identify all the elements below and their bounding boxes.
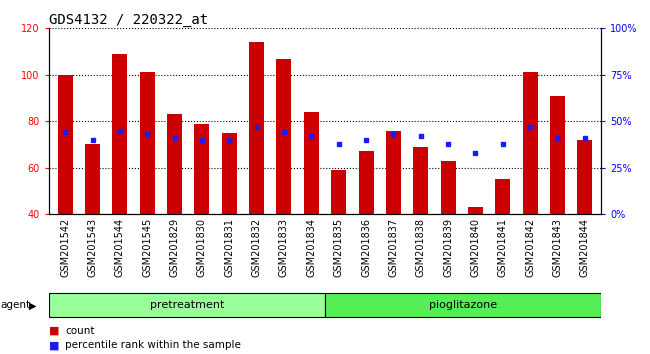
Text: GSM201842: GSM201842: [525, 218, 535, 277]
Text: GSM201841: GSM201841: [498, 218, 508, 277]
Text: GSM201836: GSM201836: [361, 218, 371, 277]
Bar: [495, 179, 510, 214]
Text: GSM201833: GSM201833: [279, 218, 289, 277]
Bar: [331, 170, 346, 214]
Bar: [359, 152, 374, 214]
Bar: [413, 147, 428, 214]
Bar: [304, 112, 319, 214]
Text: GSM201542: GSM201542: [60, 218, 70, 277]
Bar: [140, 73, 155, 214]
Bar: [167, 114, 182, 214]
Text: count: count: [65, 326, 94, 336]
Text: GSM201843: GSM201843: [552, 218, 562, 277]
Text: ▶: ▶: [29, 300, 36, 310]
Text: GSM201837: GSM201837: [389, 218, 398, 277]
Bar: [194, 124, 209, 214]
Text: pretreatment: pretreatment: [150, 300, 224, 310]
Bar: [276, 58, 291, 214]
Text: GSM201544: GSM201544: [115, 218, 125, 277]
Text: GSM201830: GSM201830: [197, 218, 207, 277]
Bar: [577, 140, 592, 214]
Text: ■: ■: [49, 340, 59, 350]
Text: GSM201545: GSM201545: [142, 218, 152, 277]
Bar: [85, 144, 100, 214]
Bar: [386, 131, 401, 214]
Bar: [58, 75, 73, 214]
Bar: [222, 133, 237, 214]
Bar: [112, 54, 127, 214]
Text: GSM201543: GSM201543: [88, 218, 97, 277]
Bar: [523, 73, 538, 214]
Text: ■: ■: [49, 326, 59, 336]
Text: GSM201832: GSM201832: [252, 218, 261, 277]
Bar: [249, 42, 264, 214]
Text: GSM201844: GSM201844: [580, 218, 590, 277]
Text: GSM201829: GSM201829: [170, 218, 179, 277]
Text: pioglitazone: pioglitazone: [429, 300, 497, 310]
Text: agent: agent: [1, 300, 31, 310]
Text: GSM201835: GSM201835: [333, 218, 344, 277]
Text: GSM201831: GSM201831: [224, 218, 234, 277]
Bar: [441, 161, 456, 214]
Text: percentile rank within the sample: percentile rank within the sample: [65, 340, 241, 350]
FancyBboxPatch shape: [49, 293, 325, 317]
Bar: [468, 207, 483, 214]
Text: GDS4132 / 220322_at: GDS4132 / 220322_at: [49, 13, 208, 27]
Text: GSM201840: GSM201840: [471, 218, 480, 277]
Bar: [550, 96, 565, 214]
Text: GSM201834: GSM201834: [306, 218, 317, 277]
FancyBboxPatch shape: [325, 293, 601, 317]
Text: GSM201839: GSM201839: [443, 218, 453, 277]
Text: GSM201838: GSM201838: [416, 218, 426, 277]
